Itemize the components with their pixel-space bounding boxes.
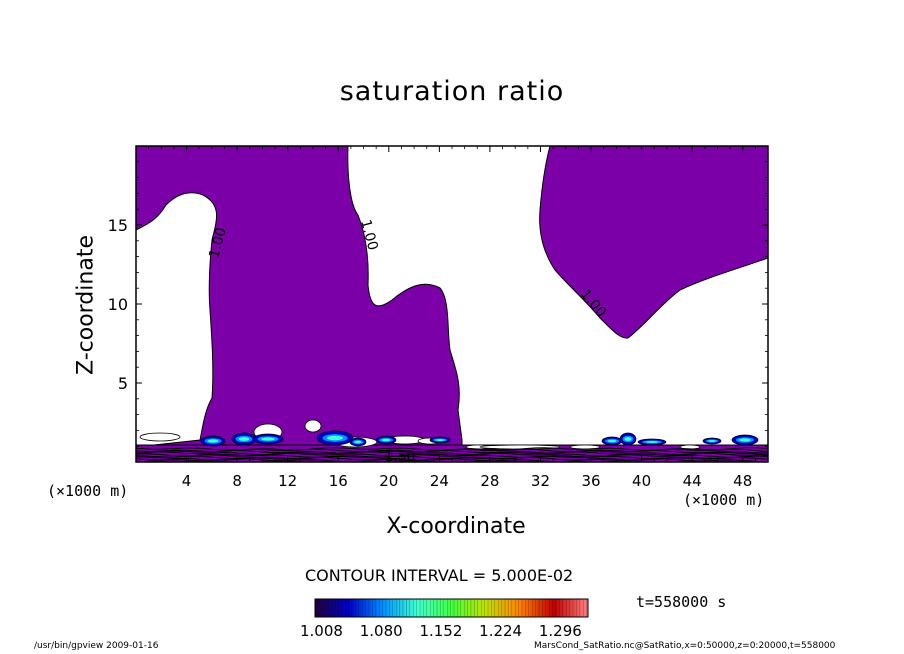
footer-left-text: /usr/bin/gpview 2009-01-16: [34, 641, 159, 651]
surface-contour-9: [135, 458, 769, 463]
contour-label-4: 1.50: [384, 449, 415, 465]
saturation-blob-9: [619, 432, 637, 446]
x-tick-label-28: 28: [480, 472, 499, 490]
x-tick-label-36: 36: [581, 472, 600, 490]
saturation-blob-4: [316, 430, 354, 446]
near-surface-contour-lines: [135, 447, 769, 463]
y-axis-label: Z-coordinate: [73, 235, 99, 375]
contour-interval-label: CONTOUR INTERVAL = 5.000E-02: [305, 566, 574, 585]
saturation-blob-7: [429, 436, 451, 444]
saturation-blob-12: [731, 434, 759, 446]
x-tick-label-44: 44: [683, 472, 702, 490]
saturation-blob-6: [375, 435, 397, 445]
y-tick-label-15: 15: [108, 216, 128, 235]
saturation-blob-5: [349, 437, 367, 447]
x-tick-label-20: 20: [379, 472, 398, 490]
surface-contour-3: [135, 450, 769, 454]
x-unit-label-left: (×1000 m): [47, 482, 129, 500]
saturation-blob-10: [637, 438, 667, 446]
supersaturation-fill-regions: [135, 145, 769, 463]
chart-title: saturation ratio: [339, 76, 565, 107]
unsaturated-pocket-1: [139, 432, 181, 442]
supersat-region-1: [135, 145, 463, 463]
colorbar: [314, 598, 589, 618]
x-unit-label-right: (×1000 m): [683, 491, 765, 509]
colorbar-tick-label-1.152: 1.152: [419, 622, 463, 640]
x-tick-label-4: 4: [182, 472, 192, 490]
supersat-region-3: [539, 145, 769, 339]
colorbar-gradient: [314, 598, 589, 618]
colorbar-tick-label-1.080: 1.080: [359, 622, 403, 640]
x-tick-label-24: 24: [430, 472, 449, 490]
saturation-blob-1: [200, 435, 226, 447]
contour-label-1: 1.00: [206, 226, 230, 260]
y-tick-label-10: 10: [108, 295, 128, 314]
surface-contour-6: [135, 454, 769, 458]
saturation-blob-11: [702, 437, 722, 445]
surface-contour-4: [135, 451, 769, 456]
y-axis-ticks: 5 10 15: [108, 161, 768, 447]
x-axis-label: X-coordinate: [386, 514, 526, 539]
unsaturated-pocket-8: [479, 444, 561, 450]
high-saturation-blobs: [200, 430, 759, 447]
x-tick-label-40: 40: [632, 472, 651, 490]
x-tick-label-16: 16: [329, 472, 348, 490]
x-tick-label-12: 12: [278, 472, 297, 490]
y-tick-label-5: 5: [118, 374, 128, 393]
colorbar-tick-label-1.224: 1.224: [479, 622, 523, 640]
x-tick-label-8: 8: [232, 472, 242, 490]
colorbar-tick-label-1.008: 1.008: [300, 622, 343, 640]
footer-right-text: MarsCond_SatRatio.nc@SatRatio,x=0:50000,…: [534, 641, 836, 651]
time-label: t=558000 s: [636, 593, 727, 611]
contour-label-2: 1.00: [357, 218, 381, 252]
colorbar-tick-label-1.296: 1.296: [538, 622, 582, 640]
saturation-blob-8: [601, 436, 623, 446]
saturation-blob-2: [231, 432, 257, 446]
x-tick-label-32: 32: [531, 472, 550, 490]
saturation-blob-3: [252, 433, 284, 445]
x-axis-ticks: 4 8 12 16 20 24 28 32 36 40 44 48: [148, 146, 756, 490]
unsaturated-pocket-3: [304, 419, 322, 433]
surface-contour-5: [135, 452, 769, 457]
x-tick-label-48: 48: [733, 472, 752, 490]
